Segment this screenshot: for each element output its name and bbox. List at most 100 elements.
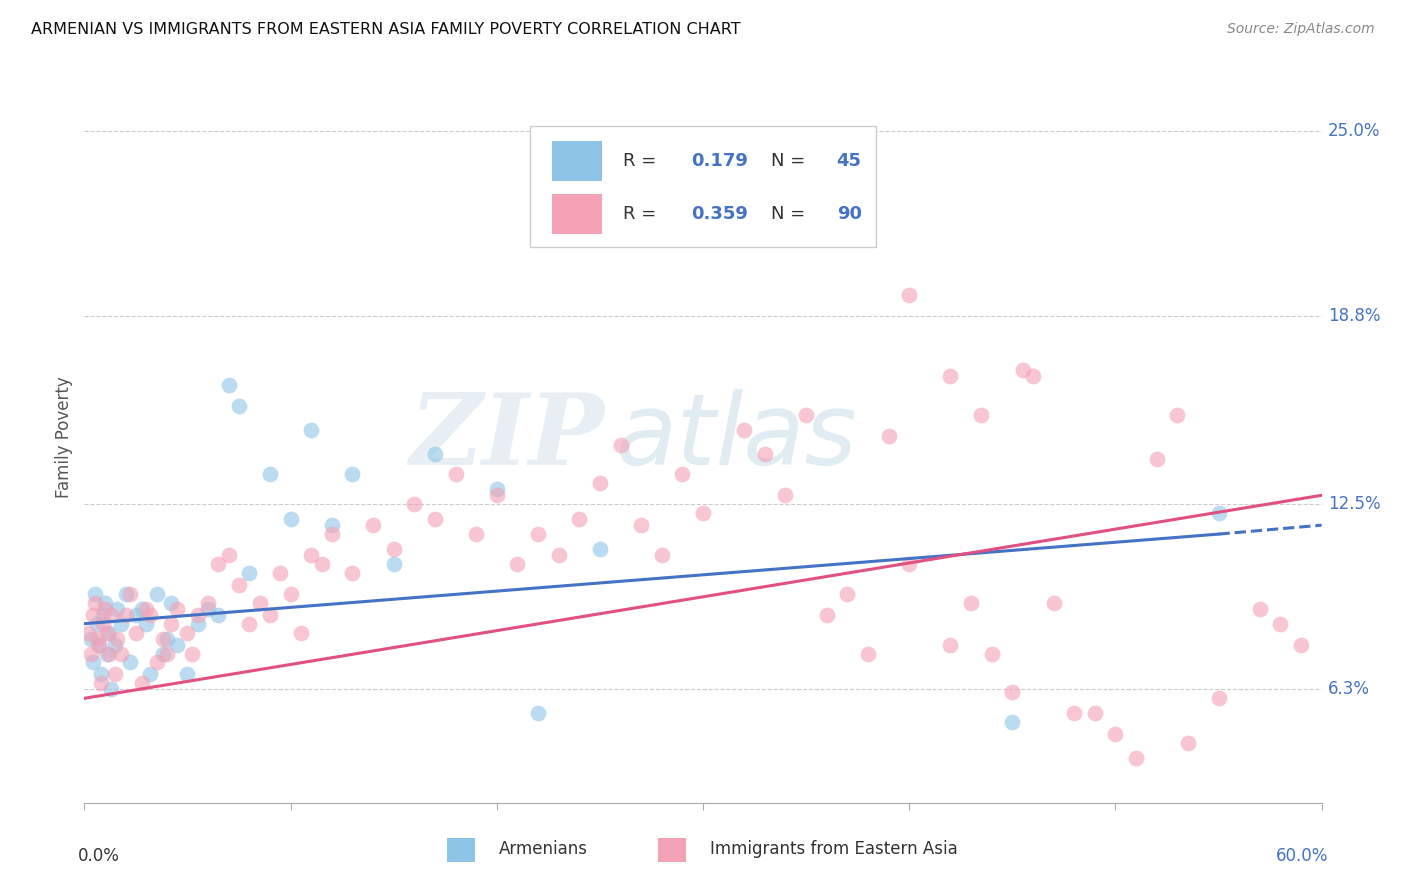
Point [118,587,141,601]
Point [139,607,162,622]
Point [135,616,157,631]
Text: Armenians: Armenians [499,840,588,858]
Point [118,656,141,670]
Point [382,542,405,557]
Point [77,625,100,640]
Point [83,587,105,601]
Point [114,607,136,622]
Text: 0.0%: 0.0% [79,847,120,864]
Point [939,638,962,652]
Point [630,518,652,533]
Y-axis label: Family Poverty: Family Poverty [55,376,73,498]
Point [754,446,776,460]
Text: 12.5%: 12.5% [1327,495,1381,513]
Point [898,557,921,571]
Point [91,616,114,631]
Point [568,512,591,526]
Point [228,578,250,592]
Point [86,632,108,646]
Point [465,527,488,541]
Point [1011,363,1033,377]
Text: R =: R = [623,152,662,169]
Point [218,377,240,392]
Point [110,647,132,661]
Point [131,676,153,690]
Point [91,607,114,622]
Text: 0.359: 0.359 [690,205,748,223]
Point [775,488,797,502]
Point [423,446,446,460]
Text: 45: 45 [837,152,862,169]
Point [651,548,673,562]
Point [485,488,508,502]
Point [105,601,128,615]
Point [238,616,260,631]
Point [1022,368,1045,383]
Point [180,647,202,661]
Point [125,607,148,622]
Point [444,467,467,482]
Text: 60.0%: 60.0% [1275,847,1327,864]
Point [176,667,198,681]
Point [1125,751,1147,765]
Point [733,423,755,437]
Point [299,548,322,562]
Point [898,288,921,302]
Text: N =: N = [770,152,811,169]
Text: N =: N = [770,205,811,223]
Point [259,607,281,622]
Text: atlas: atlas [616,389,858,485]
Point [259,467,281,482]
Point [939,368,962,383]
Point [404,497,426,511]
Point [152,647,174,661]
Point [1001,715,1024,730]
Point [299,423,322,437]
Point [160,616,183,631]
Point [104,667,127,681]
Point [1208,506,1230,520]
Point [311,557,333,571]
Point [176,625,198,640]
Point [815,607,838,622]
Point [187,616,209,631]
Point [280,587,302,601]
Point [1166,408,1188,422]
Point [207,607,229,622]
Point [96,625,118,640]
Point [100,682,122,697]
Point [79,647,101,661]
Point [131,601,153,615]
Point [1270,616,1292,631]
Point [87,638,110,652]
Point [290,625,312,640]
Point [86,616,108,631]
Point [96,647,118,661]
Point [423,512,446,526]
Point [166,601,188,615]
Point [218,548,240,562]
Point [342,467,364,482]
Point [980,647,1002,661]
Point [382,557,405,571]
Point [90,667,112,681]
Point [82,607,104,622]
Point [156,632,179,646]
Point [160,596,183,610]
Text: 6.3%: 6.3% [1327,681,1369,698]
Point [506,557,529,571]
Point [837,587,859,601]
Text: Source: ZipAtlas.com: Source: ZipAtlas.com [1227,22,1375,37]
Point [145,587,167,601]
Point [547,548,569,562]
Point [269,566,291,580]
Point [110,616,132,631]
Point [1084,706,1107,721]
Text: 18.8%: 18.8% [1327,307,1381,326]
Point [105,632,128,646]
Point [98,625,121,640]
FancyBboxPatch shape [530,126,876,247]
Point [83,596,105,610]
Point [94,596,117,610]
Point [1104,727,1126,741]
